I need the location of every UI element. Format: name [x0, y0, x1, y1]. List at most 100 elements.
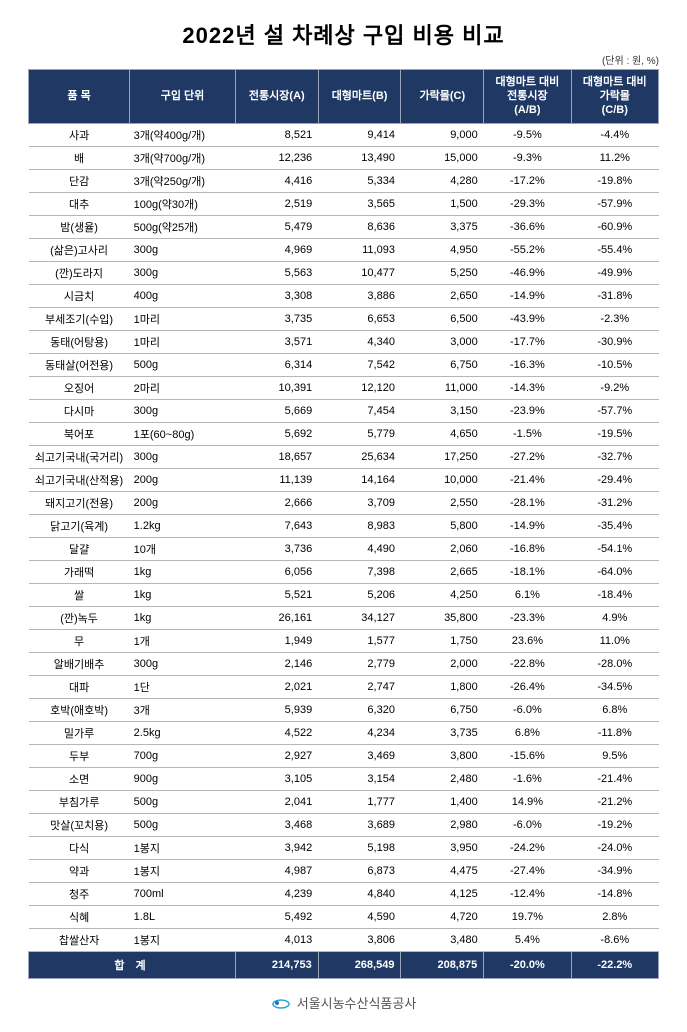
- table-cell: 5,779: [318, 423, 401, 446]
- table-cell: 4,987: [235, 860, 318, 883]
- table-row: 밤(생율)500g(약25개)5,4798,6363,375-36.6%-60.…: [29, 216, 659, 239]
- table-cell: 1마리: [130, 331, 236, 354]
- table-cell: 2,550: [401, 492, 484, 515]
- table-row: 달걀10개3,7364,4902,060-16.8%-54.1%: [29, 538, 659, 561]
- table-row: 부세조기(수입)1마리3,7356,6536,500-43.9%-2.3%: [29, 308, 659, 331]
- table-cell: 4,239: [235, 883, 318, 906]
- table-cell: -16.8%: [484, 538, 571, 561]
- table-cell: -17.2%: [484, 170, 571, 193]
- table-cell: 3,105: [235, 768, 318, 791]
- table-cell: 500g: [130, 814, 236, 837]
- table-cell: -1.5%: [484, 423, 571, 446]
- table-cell: (삶은)고사리: [29, 239, 130, 262]
- table-cell: 100g(약30개): [130, 193, 236, 216]
- total-label: 합 계: [29, 952, 236, 979]
- table-cell: 10,391: [235, 377, 318, 400]
- table-cell: 5,669: [235, 400, 318, 423]
- table-cell: 4,490: [318, 538, 401, 561]
- table-cell: 12,120: [318, 377, 401, 400]
- table-cell: 4,950: [401, 239, 484, 262]
- table-header-cell: 대형마트 대비전통시장(A/B): [484, 70, 571, 124]
- table-row: 대파1단2,0212,7471,800-26.4%-34.5%: [29, 676, 659, 699]
- page-title: 2022년 설 차례상 구입 비용 비교: [28, 18, 659, 50]
- table-cell: 쇠고기국내(국거리): [29, 446, 130, 469]
- table-cell: 1.2kg: [130, 515, 236, 538]
- table-cell: 500g: [130, 354, 236, 377]
- table-row: 동태살(어전용)500g6,3147,5426,750-16.3%-10.5%: [29, 354, 659, 377]
- table-cell: -34.5%: [571, 676, 658, 699]
- table-cell: -29.3%: [484, 193, 571, 216]
- table-cell: 8,636: [318, 216, 401, 239]
- table-cell: 4,522: [235, 722, 318, 745]
- table-cell: 2,779: [318, 653, 401, 676]
- table-row: 쇠고기국내(산적용)200g11,13914,16410,000-21.4%-2…: [29, 469, 659, 492]
- table-cell: -9.2%: [571, 377, 658, 400]
- table-cell: 19.7%: [484, 906, 571, 929]
- table-cell: 3,800: [401, 745, 484, 768]
- table-cell: 2,000: [401, 653, 484, 676]
- table-cell: 4,416: [235, 170, 318, 193]
- table-cell: 청주: [29, 883, 130, 906]
- table-row: 쌀1kg5,5215,2064,2506.1%-18.4%: [29, 584, 659, 607]
- table-header-cell: 구입 단위: [130, 70, 236, 124]
- table-cell: 찹쌀산자: [29, 929, 130, 952]
- table-cell: 6.1%: [484, 584, 571, 607]
- table-cell: 35,800: [401, 607, 484, 630]
- table-cell: 300g: [130, 239, 236, 262]
- table-cell: 26,161: [235, 607, 318, 630]
- table-cell: 700ml: [130, 883, 236, 906]
- table-cell: 4,650: [401, 423, 484, 446]
- table-cell: 3,571: [235, 331, 318, 354]
- table-cell: 1,400: [401, 791, 484, 814]
- table-cell: 5,939: [235, 699, 318, 722]
- table-cell: 3,709: [318, 492, 401, 515]
- table-cell: 식혜: [29, 906, 130, 929]
- table-cell: -14.3%: [484, 377, 571, 400]
- table-header-cell: 전통시장(A): [235, 70, 318, 124]
- table-cell: 2,650: [401, 285, 484, 308]
- table-cell: 4,590: [318, 906, 401, 929]
- table-row: 다시마300g5,6697,4543,150-23.9%-57.7%: [29, 400, 659, 423]
- table-row: 배3개(약700g/개)12,23613,49015,000-9.3%11.2%: [29, 147, 659, 170]
- table-cell: 18,657: [235, 446, 318, 469]
- table-cell: (깐)녹두: [29, 607, 130, 630]
- table-cell: 2,146: [235, 653, 318, 676]
- table-cell: 7,542: [318, 354, 401, 377]
- table-row: 찹쌀산자1봉지4,0133,8063,4805.4%-8.6%: [29, 929, 659, 952]
- table-cell: -43.9%: [484, 308, 571, 331]
- table-cell: -19.8%: [571, 170, 658, 193]
- table-cell: 부세조기(수입): [29, 308, 130, 331]
- table-cell: -24.0%: [571, 837, 658, 860]
- table-cell: 3,950: [401, 837, 484, 860]
- table-total-row: 합 계 214,753 268,549 208,875 -20.0% -22.2…: [29, 952, 659, 979]
- table-header-cell: 대형마트 대비가락몰(C/B): [571, 70, 658, 124]
- table-cell: 2,747: [318, 676, 401, 699]
- table-cell: 5,198: [318, 837, 401, 860]
- table-row: 호박(애호박)3개5,9396,3206,750-6.0%6.8%: [29, 699, 659, 722]
- table-cell: 10,000: [401, 469, 484, 492]
- table-cell: 500g(약25개): [130, 216, 236, 239]
- table-cell: -34.9%: [571, 860, 658, 883]
- table-header-cell: 품 목: [29, 70, 130, 124]
- table-cell: -49.9%: [571, 262, 658, 285]
- total-b: 268,549: [318, 952, 401, 979]
- table-row: 식혜1.8L5,4924,5904,72019.7%2.8%: [29, 906, 659, 929]
- table-cell: 17,250: [401, 446, 484, 469]
- table-cell: 5,206: [318, 584, 401, 607]
- table-cell: -2.3%: [571, 308, 658, 331]
- table-cell: 호박(애호박): [29, 699, 130, 722]
- table-cell: 5,250: [401, 262, 484, 285]
- table-cell: -23.3%: [484, 607, 571, 630]
- table-cell: 3개(약700g/개): [130, 147, 236, 170]
- table-row: 오징어2마리10,39112,12011,000-14.3%-9.2%: [29, 377, 659, 400]
- table-cell: -6.0%: [484, 699, 571, 722]
- table-cell: -10.5%: [571, 354, 658, 377]
- table-cell: 11.2%: [571, 147, 658, 170]
- table-cell: 2,519: [235, 193, 318, 216]
- table-cell: -26.4%: [484, 676, 571, 699]
- table-cell: -60.9%: [571, 216, 658, 239]
- table-cell: 15,000: [401, 147, 484, 170]
- footer: 서울시농수산식품공사: [28, 993, 659, 1012]
- table-cell: 3,154: [318, 768, 401, 791]
- table-cell: 34,127: [318, 607, 401, 630]
